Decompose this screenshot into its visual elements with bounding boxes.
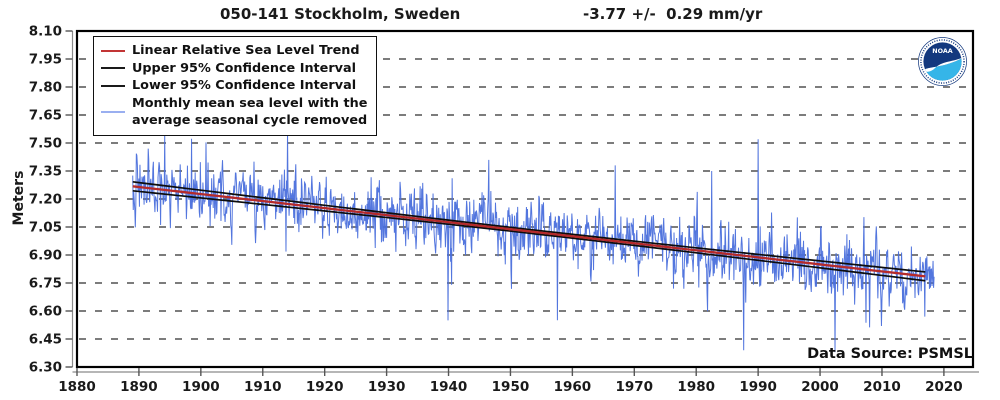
- upper-ci-swatch-icon: [101, 67, 125, 70]
- chart-legend: Linear Relative Sea Level Trend Upper 95…: [93, 36, 378, 136]
- svg-text:6.60: 6.60: [29, 304, 62, 320]
- legend-item-trend: Linear Relative Sea Level Trend: [101, 42, 367, 60]
- trend-line-swatch-icon: [101, 49, 125, 52]
- svg-text:1960: 1960: [554, 379, 592, 395]
- svg-text:1950: 1950: [492, 379, 530, 395]
- svg-text:1990: 1990: [739, 379, 777, 395]
- data-source-note: Data Source: PSMSL: [807, 346, 973, 362]
- svg-text:1940: 1940: [430, 379, 468, 395]
- legend-label: Linear Relative Sea Level Trend: [132, 43, 360, 58]
- trend-rate-title: -3.77 +/- 0.29 mm/yr: [583, 5, 763, 23]
- monthly-series-swatch-icon: [101, 111, 125, 113]
- legend-item-upper-ci: Upper 95% Confidence Interval: [101, 60, 367, 78]
- svg-text:6.30: 6.30: [29, 360, 62, 376]
- svg-text:6.75: 6.75: [29, 276, 62, 292]
- legend-label: Monthly mean sea level with the average …: [132, 95, 368, 129]
- svg-text:7.95: 7.95: [29, 52, 62, 68]
- legend-label: Lower 95% Confidence Interval: [132, 78, 357, 93]
- station-title: 050-141 Stockholm, Sweden: [220, 5, 461, 23]
- svg-text:6.45: 6.45: [29, 332, 62, 348]
- legend-label: Upper 95% Confidence Interval: [132, 60, 357, 76]
- svg-text:7.80: 7.80: [29, 80, 62, 96]
- svg-text:7.20: 7.20: [29, 192, 62, 208]
- legend-item-monthly: Monthly mean sea level with the average …: [101, 95, 367, 130]
- svg-text:6.90: 6.90: [29, 248, 62, 264]
- legend-item-lower-ci: Lower 95% Confidence Interval: [101, 77, 367, 95]
- svg-text:1880: 1880: [58, 379, 96, 395]
- svg-text:1980: 1980: [677, 379, 715, 395]
- svg-text:2020: 2020: [925, 379, 963, 395]
- svg-text:1890: 1890: [120, 379, 158, 395]
- noaa-logo-icon: NOAA: [918, 37, 967, 86]
- svg-text:NOAA: NOAA: [932, 47, 952, 55]
- svg-text:7.35: 7.35: [29, 164, 62, 180]
- svg-text:1900: 1900: [182, 379, 220, 395]
- svg-text:7.50: 7.50: [29, 136, 62, 152]
- svg-text:8.10: 8.10: [29, 24, 62, 40]
- svg-text:1910: 1910: [244, 379, 282, 395]
- svg-text:7.05: 7.05: [29, 220, 62, 236]
- svg-text:1920: 1920: [306, 379, 344, 395]
- lower-ci-swatch-icon: [101, 84, 125, 87]
- svg-text:1970: 1970: [616, 379, 654, 395]
- svg-text:2000: 2000: [801, 379, 839, 395]
- svg-text:1930: 1930: [368, 379, 406, 395]
- svg-text:7.65: 7.65: [29, 108, 62, 124]
- svg-text:2010: 2010: [863, 379, 901, 395]
